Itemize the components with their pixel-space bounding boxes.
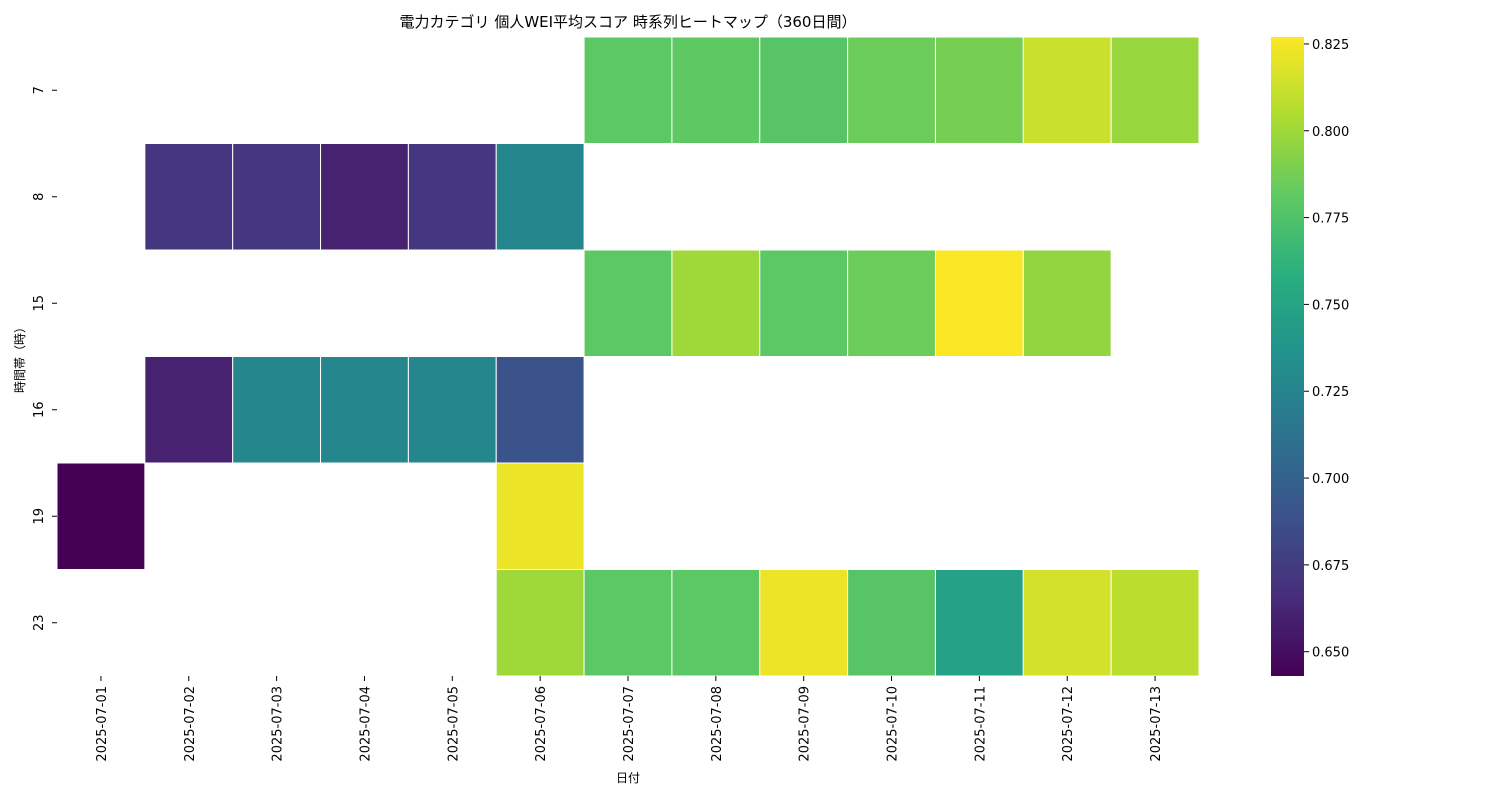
heatmap-cell [320,356,409,464]
heatmap-cell [934,36,1024,144]
x-tick-label: 2025-07-10 [886,686,901,762]
colorbar-tick-label: 0.825 [1312,38,1349,53]
heatmap-cell [583,569,673,677]
x-tick-label: 2025-07-07 [622,686,637,762]
heatmap-cell [407,356,497,464]
heatmap-cell [1110,569,1200,677]
x-tick-label: 2025-07-08 [710,686,725,762]
colorbar-tick-label: 0.700 [1312,472,1349,487]
heatmap-cell [583,36,673,144]
heatmap-cell [847,249,936,357]
heatmap-cell [232,356,322,464]
x-tick-label: 2025-07-05 [446,686,461,762]
x-tick-label: 2025-07-12 [1061,686,1076,762]
x-tick-label: 2025-07-04 [358,686,373,762]
colorbar-tick-label: 0.800 [1312,125,1349,140]
heatmap-cell [934,249,1024,357]
heatmap-cell [671,249,761,357]
heatmap-cell [232,143,322,251]
heatmap-cell [495,143,585,251]
heatmap-cell [759,36,849,144]
chart-title: 電力カテゴリ 個人WEI平均スコア 時系列ヒートマップ（360日間） [400,13,857,31]
y-tick-label: 23 [32,614,47,631]
heatmap-cell [320,143,409,251]
colorbar-tick-label: 0.675 [1312,559,1349,574]
colorbar [1271,37,1304,676]
y-tick-label: 16 [32,401,47,418]
x-tick-label: 2025-07-06 [534,686,549,762]
colorbar-tick-label: 0.750 [1312,298,1349,313]
x-tick-label: 2025-07-13 [1149,686,1164,762]
heatmap-cell [56,462,146,570]
colorbar-tick-label: 0.650 [1312,646,1349,661]
heatmap-cell [495,356,585,464]
colorbar-tick-label: 0.775 [1312,212,1349,227]
x-tick-label: 2025-07-09 [798,686,813,762]
heatmap-cell [934,569,1024,677]
y-axis-ticks: 7 8 15 16 19 23 [32,86,57,631]
colorbar-ticks: 0.650 0.675 0.700 0.725 0.750 0.775 0.800 0.825 [1304,38,1349,661]
heatmap-cell [1110,36,1200,144]
x-tick-label: 2025-07-03 [271,686,286,762]
heatmap-cell [671,569,761,677]
heatmap-cell [495,462,585,570]
heatmap-cell [1022,569,1112,677]
x-tick-label: 2025-07-01 [95,686,110,762]
x-tick-label: 2025-07-11 [973,686,988,762]
heatmap-cell [144,143,234,251]
heatmap-cell [671,36,761,144]
heatmap-cell [847,36,936,144]
heatmap-cell [495,569,585,677]
heatmap-cell [407,143,497,251]
heatmap-cells [56,36,1200,677]
colorbar-tick-label: 0.725 [1312,385,1349,400]
y-tick-label: 19 [32,508,47,525]
x-tick-label: 2025-07-02 [183,686,198,762]
heatmap-cell [1022,36,1112,144]
heatmap-cell [1022,249,1112,357]
heatmap-cell [847,569,936,677]
y-tick-label: 15 [32,295,47,312]
heatmap-cell [759,249,849,357]
x-axis-ticks: 2025-07-01 2025-07-02 2025-07-03 2025-07-04… [95,676,1164,762]
y-tick-label: 8 [32,193,47,201]
y-tick-label: 7 [32,86,47,94]
heatmap-cell [583,249,673,357]
heatmap-cell [759,569,849,677]
heatmap-cell [144,356,234,464]
y-axis-label: 時間帯（時） [13,321,27,393]
x-axis-label: 日付 [616,771,640,785]
